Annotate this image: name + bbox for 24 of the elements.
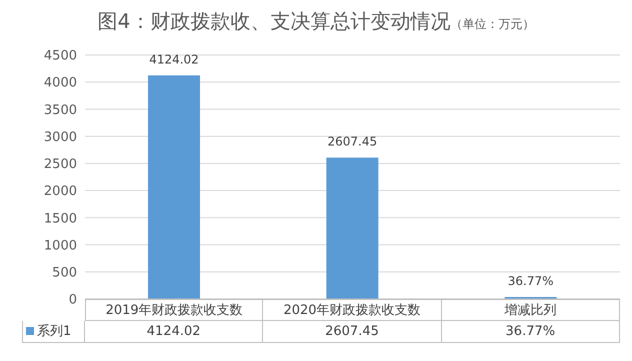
y-tick-label: 4000: [44, 76, 77, 91]
y-tick-label: 1000: [44, 238, 77, 254]
text: 2607.45: [328, 134, 378, 149]
y-tick-label: 2500: [44, 157, 77, 172]
bar: [148, 75, 200, 299]
y-tick-label: 2000: [44, 184, 77, 200]
text: 4124.02: [149, 52, 199, 66]
data-label: 36.77%: [442, 321, 620, 343]
x-tick-label: 2020年财政拨款收支数: [263, 299, 442, 321]
y-tick-label: 3500: [44, 102, 77, 118]
y-tick-label: 3000: [44, 130, 77, 145]
bar: [326, 158, 378, 299]
y-tick-label: 500: [52, 266, 77, 281]
x-tick-label: 2019年财政拨款收支数: [85, 299, 264, 321]
chart-subtitle: （单位：万元）: [450, 17, 534, 31]
chart-title: 图4：财政拨款收、支决算总计变动情况: [98, 9, 450, 33]
text: 36.77%: [508, 274, 554, 288]
y-tick-label: 0: [68, 292, 77, 308]
legend-label: 系列1: [22, 321, 85, 343]
data-label: 4124.02: [85, 321, 264, 343]
y-tick-label: 1500: [44, 211, 77, 226]
data-label: 2607.45: [263, 321, 442, 343]
y-tick-label: 4500: [44, 48, 77, 64]
x-tick-label: 增减比列: [442, 299, 620, 321]
